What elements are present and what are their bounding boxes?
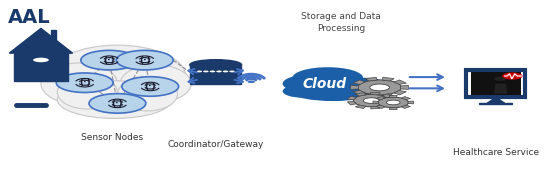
Ellipse shape — [49, 45, 186, 107]
Polygon shape — [382, 94, 394, 98]
Polygon shape — [400, 85, 409, 89]
Circle shape — [203, 70, 208, 72]
Circle shape — [363, 98, 379, 103]
Polygon shape — [487, 97, 505, 103]
Polygon shape — [389, 96, 397, 97]
Polygon shape — [373, 101, 378, 104]
Polygon shape — [371, 92, 380, 95]
Text: AAL: AAL — [8, 8, 51, 27]
Circle shape — [481, 74, 497, 79]
Polygon shape — [351, 85, 359, 89]
Text: (·): (·) — [79, 78, 90, 87]
Polygon shape — [402, 105, 410, 108]
Ellipse shape — [190, 60, 241, 70]
Text: (·): (·) — [139, 56, 151, 65]
Polygon shape — [481, 82, 497, 93]
Circle shape — [210, 70, 215, 72]
Ellipse shape — [345, 78, 387, 93]
Circle shape — [89, 94, 146, 113]
Polygon shape — [466, 70, 525, 97]
Text: Sensor Nodes: Sensor Nodes — [81, 133, 143, 142]
Ellipse shape — [283, 75, 329, 92]
Polygon shape — [494, 84, 507, 94]
Polygon shape — [365, 94, 377, 98]
Polygon shape — [394, 90, 406, 95]
Ellipse shape — [41, 63, 117, 104]
Polygon shape — [14, 53, 68, 81]
Polygon shape — [389, 108, 397, 109]
Circle shape — [117, 50, 173, 70]
Circle shape — [386, 100, 400, 105]
Text: (·): (·) — [103, 56, 115, 65]
Circle shape — [32, 57, 50, 63]
Polygon shape — [382, 94, 393, 98]
Ellipse shape — [292, 67, 363, 89]
Polygon shape — [353, 90, 365, 95]
Polygon shape — [355, 105, 366, 108]
Text: (·): (·) — [112, 99, 123, 108]
Circle shape — [56, 73, 113, 92]
Polygon shape — [471, 72, 521, 95]
Polygon shape — [376, 96, 385, 100]
Polygon shape — [9, 28, 73, 53]
Circle shape — [223, 70, 228, 72]
Polygon shape — [402, 96, 410, 100]
Polygon shape — [347, 102, 356, 105]
Text: Storage and Data
Processing: Storage and Data Processing — [301, 12, 381, 33]
Circle shape — [494, 77, 507, 81]
Text: (·): (·) — [145, 82, 156, 91]
Ellipse shape — [57, 81, 172, 118]
Circle shape — [229, 70, 235, 72]
Ellipse shape — [283, 85, 323, 98]
Ellipse shape — [120, 65, 191, 102]
Ellipse shape — [294, 85, 373, 101]
Polygon shape — [355, 93, 366, 96]
Bar — [480, 103, 513, 104]
Polygon shape — [408, 101, 414, 104]
Polygon shape — [353, 80, 365, 84]
Polygon shape — [347, 96, 356, 100]
Text: Coordinator/Gateway: Coordinator/Gateway — [168, 140, 264, 149]
Polygon shape — [371, 106, 380, 109]
Circle shape — [378, 97, 409, 108]
Polygon shape — [365, 77, 377, 81]
Bar — [190, 66, 241, 84]
Circle shape — [370, 84, 389, 91]
Polygon shape — [389, 99, 395, 102]
Polygon shape — [394, 80, 406, 84]
Ellipse shape — [117, 77, 178, 111]
Circle shape — [248, 80, 255, 83]
Polygon shape — [382, 77, 394, 81]
Ellipse shape — [57, 75, 117, 109]
Text: Cloud: Cloud — [303, 77, 347, 91]
Bar — [51, 30, 56, 42]
Circle shape — [81, 50, 138, 70]
Circle shape — [216, 70, 222, 72]
Circle shape — [353, 94, 389, 107]
Polygon shape — [376, 105, 385, 108]
Circle shape — [358, 80, 402, 95]
Circle shape — [196, 70, 202, 72]
Polygon shape — [382, 103, 393, 107]
Circle shape — [122, 77, 179, 96]
Text: Healthcare Service: Healthcare Service — [453, 148, 539, 157]
Circle shape — [502, 73, 522, 80]
